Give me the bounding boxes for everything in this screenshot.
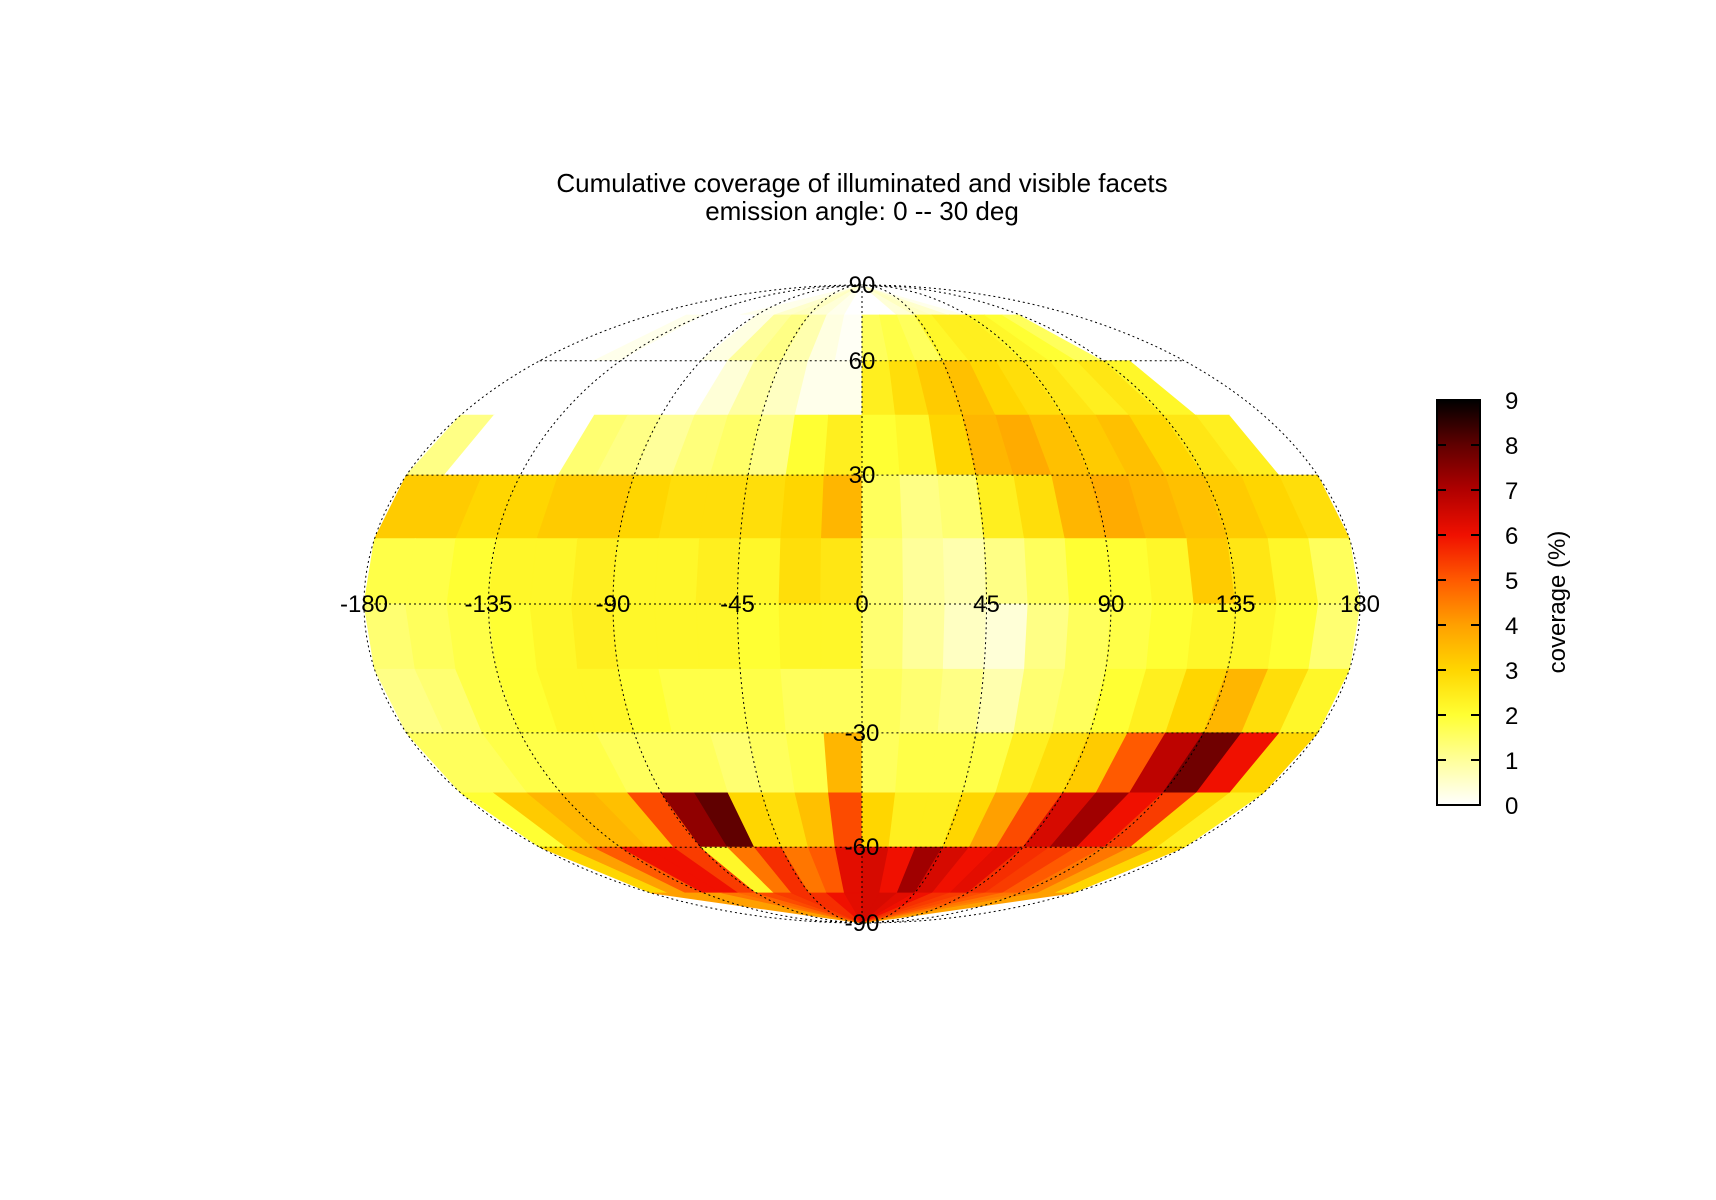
- y-tick-label: -60: [845, 834, 880, 861]
- colorbar-tick-label: 9: [1505, 388, 1518, 415]
- heatmap-cell: [529, 603, 579, 670]
- heatmap-cell: [899, 668, 944, 734]
- x-tick-label: -45: [720, 591, 755, 618]
- colorbar-ticks: 0 1 2 3 4 5 6 7 8 9: [1437, 388, 1518, 820]
- x-tick-label: -180: [340, 591, 388, 618]
- colorbar-tick-label: 0: [1505, 793, 1518, 820]
- y-tick-label: 90: [849, 272, 876, 299]
- y-tick-label: 30: [849, 462, 876, 489]
- colorbar-tick-label: 2: [1505, 703, 1518, 730]
- heatmap-cell: [778, 603, 822, 670]
- x-tick-label: 90: [1098, 591, 1125, 618]
- heatmap-cell: [899, 474, 944, 540]
- heatmap-cell: [902, 603, 946, 670]
- heatmap-cell: [780, 668, 825, 734]
- colorbar-tick-label: 7: [1505, 478, 1518, 505]
- colorbar-tick-label: 6: [1505, 523, 1518, 550]
- x-tick-label: 0: [855, 591, 868, 618]
- heatmap-cell: [1024, 538, 1070, 605]
- x-tick-label: 135: [1215, 591, 1255, 618]
- meridian-line: [861, 284, 988, 924]
- colorbar-label: coverage (%): [1544, 531, 1571, 674]
- heatmap-cell: [902, 538, 946, 605]
- colorbar-tick-label: 3: [1505, 658, 1518, 685]
- heatmap-cell: [654, 538, 700, 605]
- colorbar-gradient: [1436, 399, 1481, 806]
- heatmap-cell: [529, 538, 579, 605]
- heatmap-cell: [1145, 603, 1195, 670]
- colorbar-tick-label: 4: [1505, 613, 1518, 640]
- x-tick-label: -90: [596, 591, 631, 618]
- heatmap-cell: [1024, 603, 1070, 670]
- x-tick-label: 180: [1340, 591, 1380, 618]
- colorbar: 0 1 2 3 4 5 6 7 8 9 coverage (%): [1436, 388, 1571, 820]
- colorbar-tick-label: 1: [1505, 748, 1518, 775]
- colorbar-tick-label: 8: [1505, 433, 1518, 460]
- y-tick-label: 60: [849, 348, 876, 375]
- colorbar-tick-label: 5: [1505, 568, 1518, 595]
- chart-title: Cumulative coverage of illuminated and v…: [556, 168, 1167, 198]
- y-tick-label: -30: [845, 720, 880, 747]
- x-tick-label: -135: [464, 591, 512, 618]
- map-gridlines: [363, 284, 1361, 924]
- x-tick-label: 45: [973, 591, 1000, 618]
- heatmap-cell: [1145, 538, 1195, 605]
- map-tick-labels: -180 -135 -90 -45 0 45 90 135 180 90 60 30 -30 -60 -90: [340, 272, 1380, 937]
- chart-subtitle: emission angle: 0 -- 30 deg: [705, 196, 1019, 226]
- heatmap-cell: [780, 474, 825, 540]
- meridian-line: [861, 284, 1237, 924]
- heatmap-cell: [654, 603, 700, 670]
- map-outline: [363, 284, 1361, 924]
- heatmap-cell: [778, 538, 822, 605]
- y-tick-label: -90: [845, 910, 880, 937]
